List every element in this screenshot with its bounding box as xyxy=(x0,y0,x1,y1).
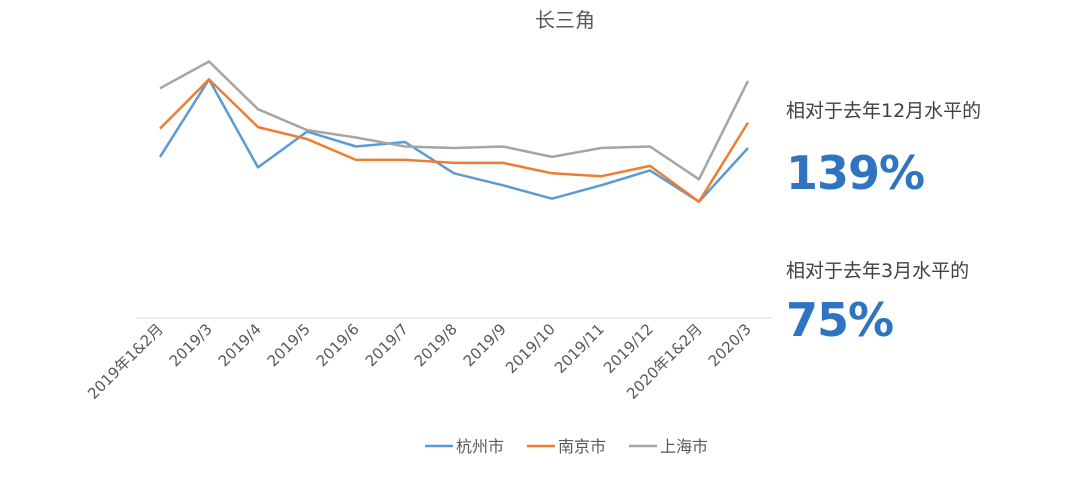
series-line xyxy=(159,60,750,181)
x-tick-label: 2019/7 xyxy=(362,320,412,370)
x-tick-label: 2019年1&2月 xyxy=(84,320,167,403)
legend-label: 杭州市 xyxy=(456,437,504,456)
note-march-value: 75% xyxy=(786,293,894,347)
x-tick-label: 2019/3 xyxy=(166,320,216,370)
x-tick-label: 2019/11 xyxy=(551,320,608,377)
note-december-value: 139% xyxy=(786,146,925,200)
x-tick-label: 2019/8 xyxy=(411,320,461,370)
series-line xyxy=(158,78,749,203)
legend-label: 南京市 xyxy=(558,437,606,456)
legend-label: 上海市 xyxy=(660,437,708,456)
x-tick-label: 2019/5 xyxy=(264,320,314,370)
x-tick-label: 2019/6 xyxy=(313,320,363,370)
note-march-label: 相对于去年3月水平的 xyxy=(786,260,970,282)
x-tick-label: 2019/10 xyxy=(502,320,559,377)
x-tick-label: 2020/3 xyxy=(705,320,755,370)
series-line xyxy=(159,78,750,203)
x-tick-label: 2019/4 xyxy=(215,320,265,370)
chart-title: 长三角 xyxy=(535,8,595,32)
note-december-label: 相对于去年12月水平的 xyxy=(786,100,982,122)
